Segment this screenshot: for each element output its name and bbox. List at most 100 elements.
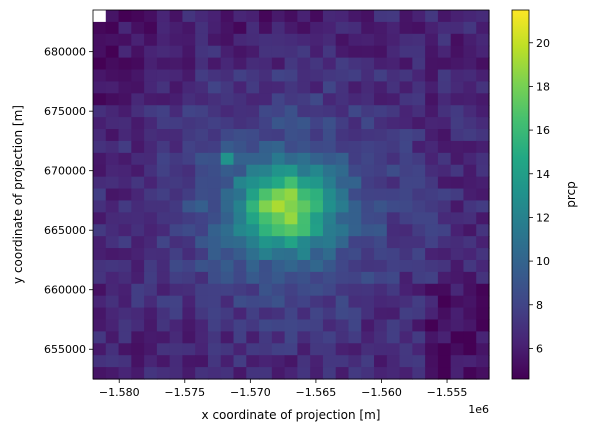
- heatmap-cell: [131, 367, 145, 380]
- heatmap-cell: [169, 248, 184, 261]
- heatmap-cell: [93, 188, 107, 202]
- heatmap-cell: [195, 129, 209, 142]
- heatmap-cell: [437, 57, 452, 71]
- heatmap-cell: [361, 45, 375, 59]
- heatmap-cell: [297, 140, 311, 154]
- heatmap-cell: [284, 152, 298, 166]
- heatmap-cell: [105, 188, 120, 202]
- heatmap-cell: [374, 105, 388, 118]
- heatmap-cell: [322, 164, 337, 178]
- heatmap-cell: [207, 69, 222, 83]
- heatmap-cell: [195, 319, 209, 332]
- heatmap-cell: [118, 152, 132, 166]
- heatmap-cell: [220, 164, 235, 178]
- heatmap-cell: [348, 283, 362, 297]
- heatmap-cell: [386, 105, 401, 118]
- heatmap-cell: [425, 69, 439, 83]
- heatmap-cell: [425, 295, 439, 309]
- heatmap-cell: [437, 319, 452, 332]
- heatmap-cell: [144, 45, 158, 59]
- heatmap-cell: [271, 188, 286, 202]
- heatmap-cell: [118, 129, 132, 142]
- heatmap-cell: [450, 283, 465, 297]
- heatmap-cell: [284, 105, 298, 118]
- heatmap-cell: [322, 307, 337, 321]
- heatmap-cell: [322, 224, 337, 237]
- heatmap-cell: [118, 164, 132, 178]
- heatmap-cell: [105, 57, 120, 71]
- heatmap-cell: [182, 93, 196, 106]
- heatmap-cell: [182, 57, 196, 71]
- heatmap-cell: [233, 283, 247, 297]
- heatmap-cell: [322, 152, 337, 166]
- heatmap-cell: [310, 129, 324, 142]
- heatmap-cell: [284, 21, 298, 35]
- heatmap-cell: [156, 200, 171, 213]
- heatmap-cell: [361, 295, 375, 309]
- heatmap-cell: [131, 307, 145, 321]
- heatmap-cell: [169, 200, 184, 213]
- heatmap-cell: [463, 57, 477, 71]
- colorbar-ticks: 6 8 10 12 14 16 18 20: [529, 37, 550, 355]
- heatmap-cell: [131, 93, 145, 106]
- heatmap-cell: [144, 117, 158, 130]
- heatmap-cell: [322, 367, 337, 380]
- heatmap-cell: [386, 176, 401, 190]
- colorbar-tick-label: 20: [536, 37, 550, 50]
- heatmap-cell: [374, 355, 388, 368]
- heatmap-cell: [374, 248, 388, 261]
- heatmap-cell: [386, 212, 401, 225]
- heatmap-cell: [361, 188, 375, 202]
- heatmap-cell: [259, 200, 273, 213]
- heatmap-cell: [156, 271, 171, 285]
- heatmap-cell: [386, 152, 401, 166]
- heatmap-cell: [399, 129, 413, 142]
- heatmap-cell: [105, 93, 120, 106]
- heatmap-cell: [425, 236, 439, 249]
- heatmap-cell: [425, 212, 439, 225]
- heatmap-cell: [131, 69, 145, 83]
- heatmap-cell: [463, 81, 477, 94]
- heatmap-cell: [361, 164, 375, 178]
- heatmap-cell: [169, 355, 184, 368]
- heatmap-cell: [182, 45, 196, 59]
- heatmap-cell: [374, 10, 388, 23]
- heatmap-cell: [297, 200, 311, 213]
- heatmap-cell: [348, 21, 362, 35]
- heatmap-cell: [105, 355, 120, 368]
- heatmap-cell: [233, 140, 247, 154]
- heatmap-cell: [207, 224, 222, 237]
- heatmap-cell: [322, 319, 337, 332]
- heatmap-cell: [93, 152, 107, 166]
- heatmap-cell: [425, 57, 439, 71]
- x-tick-label: −1.555: [427, 386, 468, 399]
- heatmap-cell: [425, 21, 439, 35]
- heatmap-cell: [322, 81, 337, 94]
- heatmap-cell: [437, 367, 452, 380]
- heatmap-cell: [463, 259, 477, 273]
- heatmap-cell: [386, 21, 401, 35]
- heatmap-cell: [361, 21, 375, 35]
- heatmap-cell: [207, 248, 222, 261]
- heatmap-cell: [118, 81, 132, 94]
- heatmap-cell: [361, 319, 375, 332]
- heatmap-cell: [207, 57, 222, 71]
- heatmap-cell: [335, 319, 350, 332]
- heatmap-cell: [169, 21, 184, 35]
- heatmap-cell: [144, 21, 158, 35]
- heatmap-cell: [131, 140, 145, 154]
- heatmap-cell: [425, 248, 439, 261]
- heatmap-cell: [220, 295, 235, 309]
- heatmap-cell: [297, 319, 311, 332]
- heatmap-cell: [374, 283, 388, 297]
- heatmap-cell: [220, 45, 235, 59]
- heatmap-cell: [322, 212, 337, 225]
- heatmap-cell: [310, 224, 324, 237]
- heatmap-cell: [246, 57, 260, 71]
- heatmap-cell: [310, 45, 324, 59]
- heatmap-cell: [412, 283, 426, 297]
- heatmap-cell: [284, 57, 298, 71]
- heatmap-cell: [335, 69, 350, 83]
- heatmap-cell: [437, 355, 452, 368]
- heatmap-cell: [425, 307, 439, 321]
